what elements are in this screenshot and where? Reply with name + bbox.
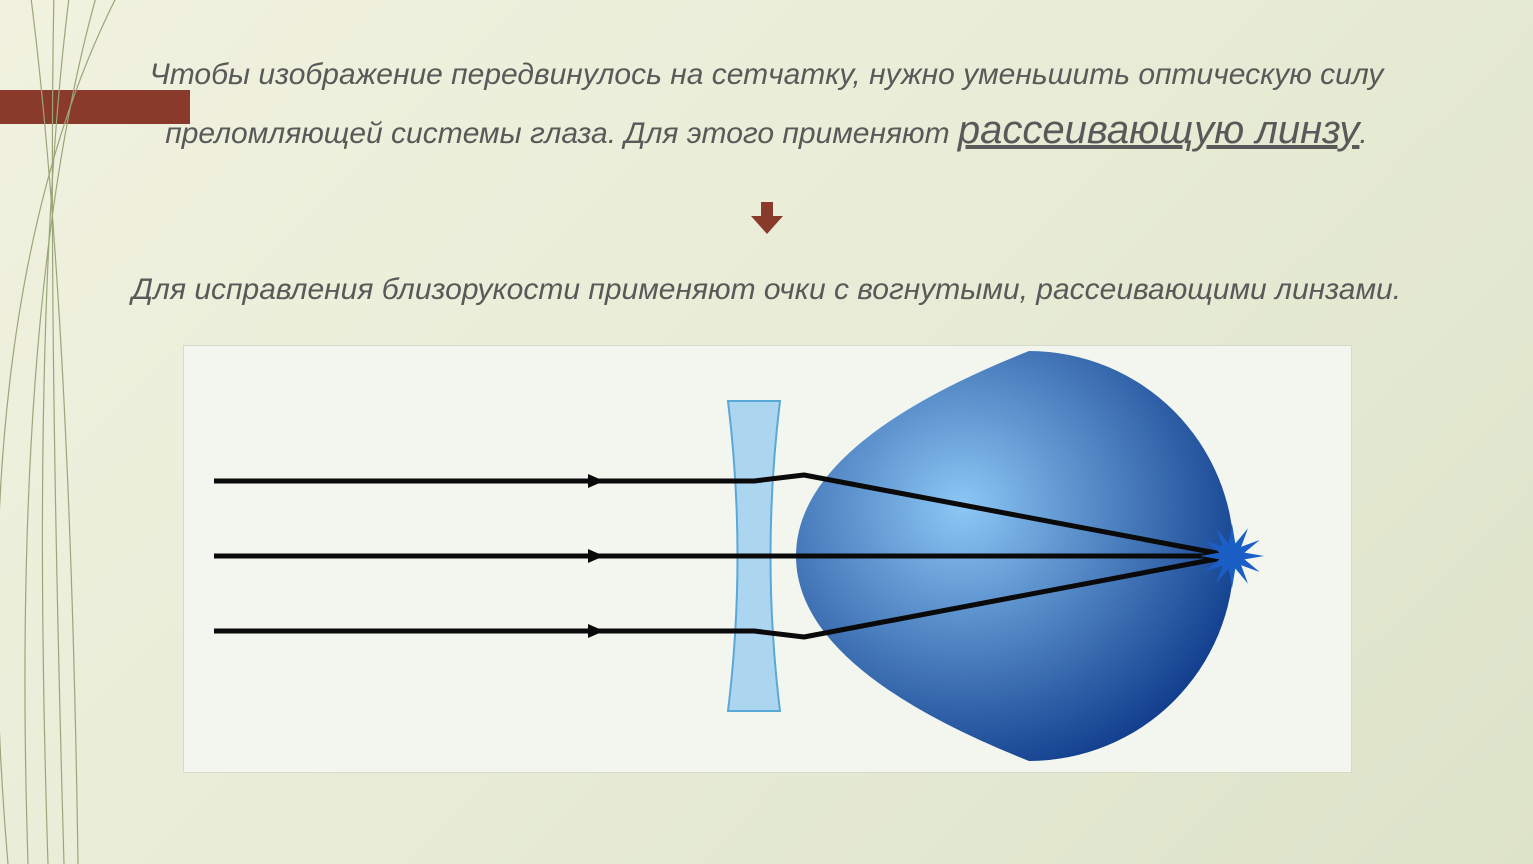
p1-text-c: .: [1359, 117, 1367, 150]
paragraph-1: Чтобы изображение передвинулось на сетча…: [90, 52, 1443, 161]
paragraph-2: Для исправления близорукости применяют о…: [90, 268, 1443, 312]
p2-text: Для исправления близорукости применяют о…: [132, 273, 1401, 306]
p1-emphasis: рассеивающую линзу: [958, 108, 1360, 152]
optics-diagram: [183, 345, 1352, 773]
down-arrow-icon: [749, 200, 785, 234]
